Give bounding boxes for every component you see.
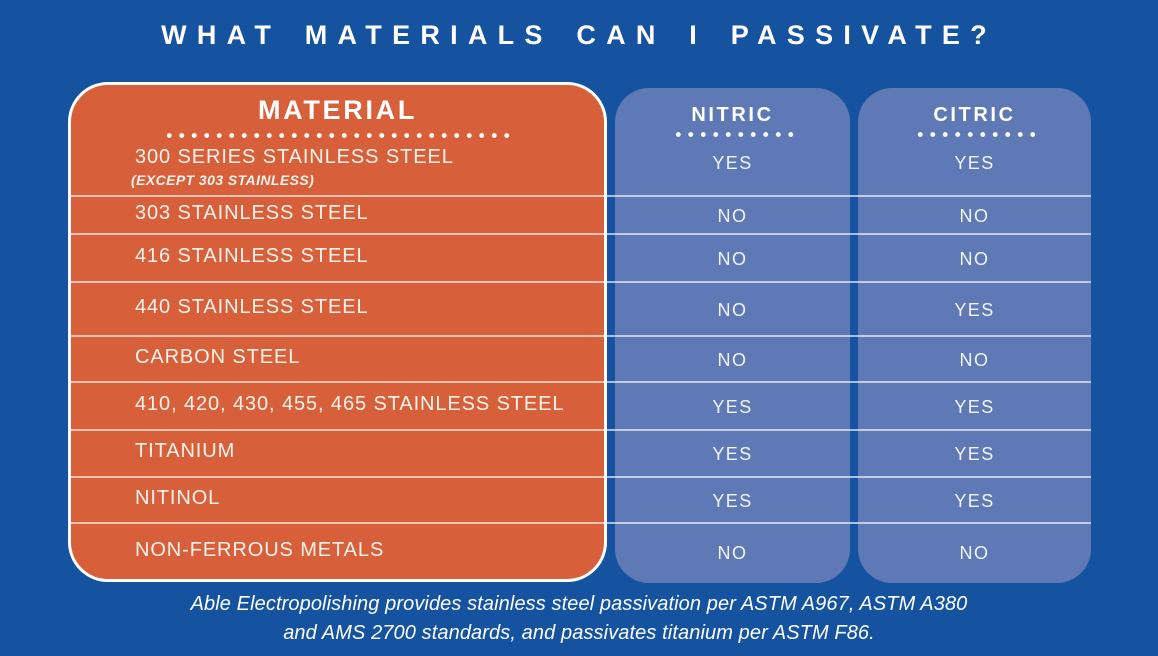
citric-rows: NO NO YES NO YES YES YES NO bbox=[858, 197, 1091, 583]
page-title: WHAT MATERIALS CAN I PASSIVATE? bbox=[161, 20, 997, 50]
footer-note: Able Electropolishing provides stainless… bbox=[0, 590, 1158, 648]
citric-cell: NO bbox=[959, 248, 990, 269]
nitric-cell: NO bbox=[717, 248, 748, 269]
material-cell: 303 STAINLESS STEEL bbox=[135, 201, 369, 224]
citric-header-label: CITRIC bbox=[933, 104, 1016, 126]
nitric-cell: YES bbox=[712, 490, 753, 511]
nitric-column: NITRIC YES NO NO NO NO YES YES YES NO bbox=[615, 88, 850, 583]
citric-cell: NO bbox=[959, 349, 990, 370]
nitric-cell: YES bbox=[712, 153, 753, 173]
nitric-column-header: NITRIC YES bbox=[615, 88, 850, 197]
dotted-divider bbox=[913, 132, 1036, 137]
nitric-cell: YES bbox=[712, 396, 753, 417]
dotted-divider bbox=[671, 132, 794, 137]
material-cell: NON-FERROUS METALS bbox=[135, 538, 385, 561]
citric-column-header: CITRIC YES bbox=[858, 88, 1091, 197]
footer-line-2: and AMS 2700 standards, and passivates t… bbox=[283, 622, 875, 644]
citric-cell: NO bbox=[959, 205, 990, 226]
citric-cell: YES bbox=[954, 299, 995, 320]
material-cell-note: (EXCEPT 303 STAINLESS) bbox=[131, 172, 315, 188]
material-column: MATERIAL 300 SERIES STAINLESS STEEL (EXC… bbox=[68, 82, 607, 582]
material-rows: 303 STAINLESS STEEL 416 STAINLESS STEEL … bbox=[71, 194, 604, 579]
nitric-cell: NO bbox=[717, 299, 748, 320]
material-cell: TITANIUM bbox=[135, 440, 236, 462]
footer-line-1: Able Electropolishing provides stainless… bbox=[190, 593, 968, 615]
nitric-cell: YES bbox=[712, 444, 753, 464]
dotted-divider bbox=[162, 133, 513, 138]
nitric-cell: NO bbox=[717, 205, 748, 226]
citric-cell: YES bbox=[954, 153, 995, 173]
material-cell: NITINOL bbox=[135, 486, 221, 509]
material-header-label: MATERIAL bbox=[257, 95, 418, 125]
nitric-cell: NO bbox=[717, 349, 748, 370]
citric-cell: YES bbox=[954, 396, 995, 417]
material-cell: 440 STAINLESS STEEL bbox=[135, 295, 369, 318]
material-cell: 416 STAINLESS STEEL bbox=[135, 244, 369, 267]
citric-cell: YES bbox=[954, 444, 995, 464]
nitric-header-label: NITRIC bbox=[691, 104, 774, 126]
nitric-cell: NO bbox=[717, 543, 748, 563]
nitric-rows: NO NO NO NO YES YES YES NO bbox=[615, 197, 850, 583]
citric-cell: NO bbox=[959, 543, 990, 563]
citric-cell: YES bbox=[954, 490, 995, 511]
citric-column: CITRIC YES NO NO YES NO YES YES YES NO bbox=[858, 88, 1091, 583]
material-cell: 300 SERIES STAINLESS STEEL bbox=[135, 146, 454, 168]
material-column-header: MATERIAL 300 SERIES STAINLESS STEEL (EXC… bbox=[71, 85, 604, 194]
material-cell: 410, 420, 430, 455, 465 STAINLESS STEEL bbox=[135, 392, 565, 415]
material-cell: CARBON STEEL bbox=[135, 345, 301, 368]
